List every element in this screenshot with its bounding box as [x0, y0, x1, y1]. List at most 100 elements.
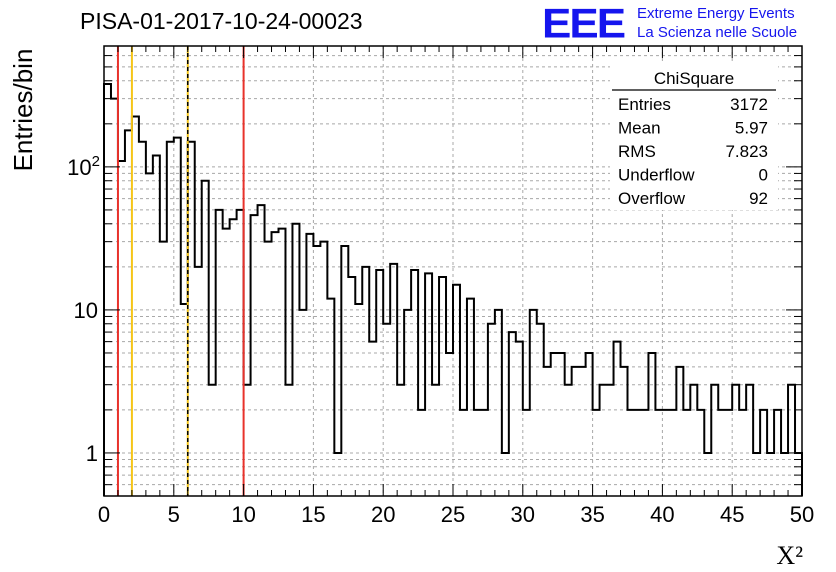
histogram-bin [306, 234, 313, 496]
chart-title: PISA-01-2017-10-24-00023 [80, 8, 363, 34]
histogram-bin [376, 270, 383, 496]
x-tick-label: 0 [98, 502, 110, 527]
histogram-bin [320, 242, 327, 496]
stats-value: 92 [749, 189, 768, 208]
histogram-bin [404, 310, 411, 496]
histogram-bin [432, 385, 439, 496]
histogram-bin [272, 232, 279, 496]
stats-value: 5.97 [735, 119, 768, 138]
y-axis-label: Entries/bin [8, 49, 38, 172]
stats-label: Entries [618, 95, 671, 114]
histogram-bars [103, 82, 803, 496]
histogram-bin [279, 229, 286, 496]
stats-box-bg [610, 62, 778, 210]
histogram-bin [551, 353, 558, 496]
histogram-bin [579, 367, 586, 496]
histogram-bin [209, 385, 216, 496]
logo-text: Extreme Energy Events La Scienza nelle S… [637, 4, 797, 42]
y-tick-label: 10 [74, 298, 98, 323]
logo-mark: EEE [542, 0, 626, 47]
histogram-bin [244, 385, 251, 496]
histogram-bin [153, 156, 160, 496]
histogram-bin [607, 385, 614, 496]
stats-value: 0 [759, 166, 768, 185]
histogram-bin [614, 342, 621, 496]
histogram-bin [446, 353, 453, 496]
histogram-bin [711, 385, 718, 496]
x-tick-label: 50 [790, 502, 814, 527]
histogram-bin [369, 342, 376, 496]
x-tick-label: 10 [231, 502, 255, 527]
eee-logo: EEE Extreme Energy Events La Scienza nel… [542, 0, 797, 47]
logo-line-2: La Scienza nelle Scuole [637, 24, 798, 41]
x-axis-label: X² [776, 541, 803, 570]
histogram-bin [195, 267, 202, 496]
logo-line-1: Extreme Energy Events [637, 5, 795, 22]
histogram-bin [251, 215, 258, 496]
histogram-bin [118, 161, 125, 496]
x-tick-label: 35 [580, 502, 604, 527]
axis-labels: Entries/bin X² [8, 49, 803, 570]
histogram-bin [265, 242, 272, 496]
reference-lines [116, 46, 245, 496]
histogram-bin [530, 310, 537, 496]
stats-box-title: ChiSquare [654, 69, 734, 88]
histogram-bin [362, 267, 369, 496]
x-tick-label: 25 [441, 502, 465, 527]
histogram-bin [788, 385, 795, 496]
histogram-bin [341, 246, 348, 496]
axes: 0 5 10 15 20 25 30 35 40 45 50 1 10 102 [67, 45, 814, 527]
histogram-bin [390, 264, 397, 496]
histogram-bin [558, 353, 565, 496]
x-tick-label: 45 [720, 502, 744, 527]
histogram-bin [202, 181, 209, 496]
histogram-bin [544, 367, 551, 496]
histogram-outline [103, 82, 803, 496]
histogram-bin [223, 229, 230, 496]
stats-value: 7.823 [725, 142, 768, 161]
x-tick-label: 5 [168, 502, 180, 527]
histogram-bin [746, 385, 753, 496]
histogram-bin [586, 353, 593, 496]
x-tick-label: 20 [371, 502, 395, 527]
histogram-bin [188, 142, 195, 496]
stats-box: ChiSquare Entries 3172 Mean 5.97 RMS 7.823 Und… [610, 62, 778, 210]
histogram-bin [292, 224, 299, 496]
stats-label: Underflow [618, 166, 695, 185]
stats-label: Overflow [618, 189, 686, 208]
x-tick-label: 40 [650, 502, 674, 527]
histogram-bin [160, 242, 167, 496]
histogram-bin [258, 205, 265, 496]
histogram-bin [230, 219, 237, 496]
x-tick-label: 30 [511, 502, 535, 527]
histogram-bin [285, 385, 292, 496]
histogram-bin [299, 310, 306, 496]
histogram-bin [676, 367, 683, 496]
histogram-bin [565, 385, 572, 496]
histogram-bin [313, 246, 320, 496]
histogram-bin [621, 367, 628, 496]
histogram-bin [104, 84, 111, 496]
histogram-bin [572, 367, 579, 496]
histogram-bin [600, 385, 607, 496]
histogram-bin [111, 99, 118, 496]
histogram-bin [139, 142, 146, 496]
y-tick-label: 1 [86, 441, 98, 466]
histogram-bin [397, 385, 404, 496]
stats-label: Mean [618, 119, 661, 138]
histogram-bin [648, 353, 655, 496]
histogram-bin [146, 173, 153, 496]
histogram-bin [167, 142, 174, 496]
stats-rows: Entries 3172 Mean 5.97 RMS 7.823 Underflow 0 Ove… [618, 95, 768, 208]
histogram-bin [732, 385, 739, 496]
histogram-bin [495, 310, 502, 496]
histogram-bin [509, 332, 516, 496]
histogram-bin [411, 270, 418, 496]
histogram-bin [125, 130, 132, 496]
stats-value: 3172 [730, 95, 768, 114]
y-tick-label: 102 [67, 153, 100, 180]
histogram-bin [690, 385, 697, 496]
stats-label: RMS [618, 142, 656, 161]
histogram-bin [516, 342, 523, 496]
